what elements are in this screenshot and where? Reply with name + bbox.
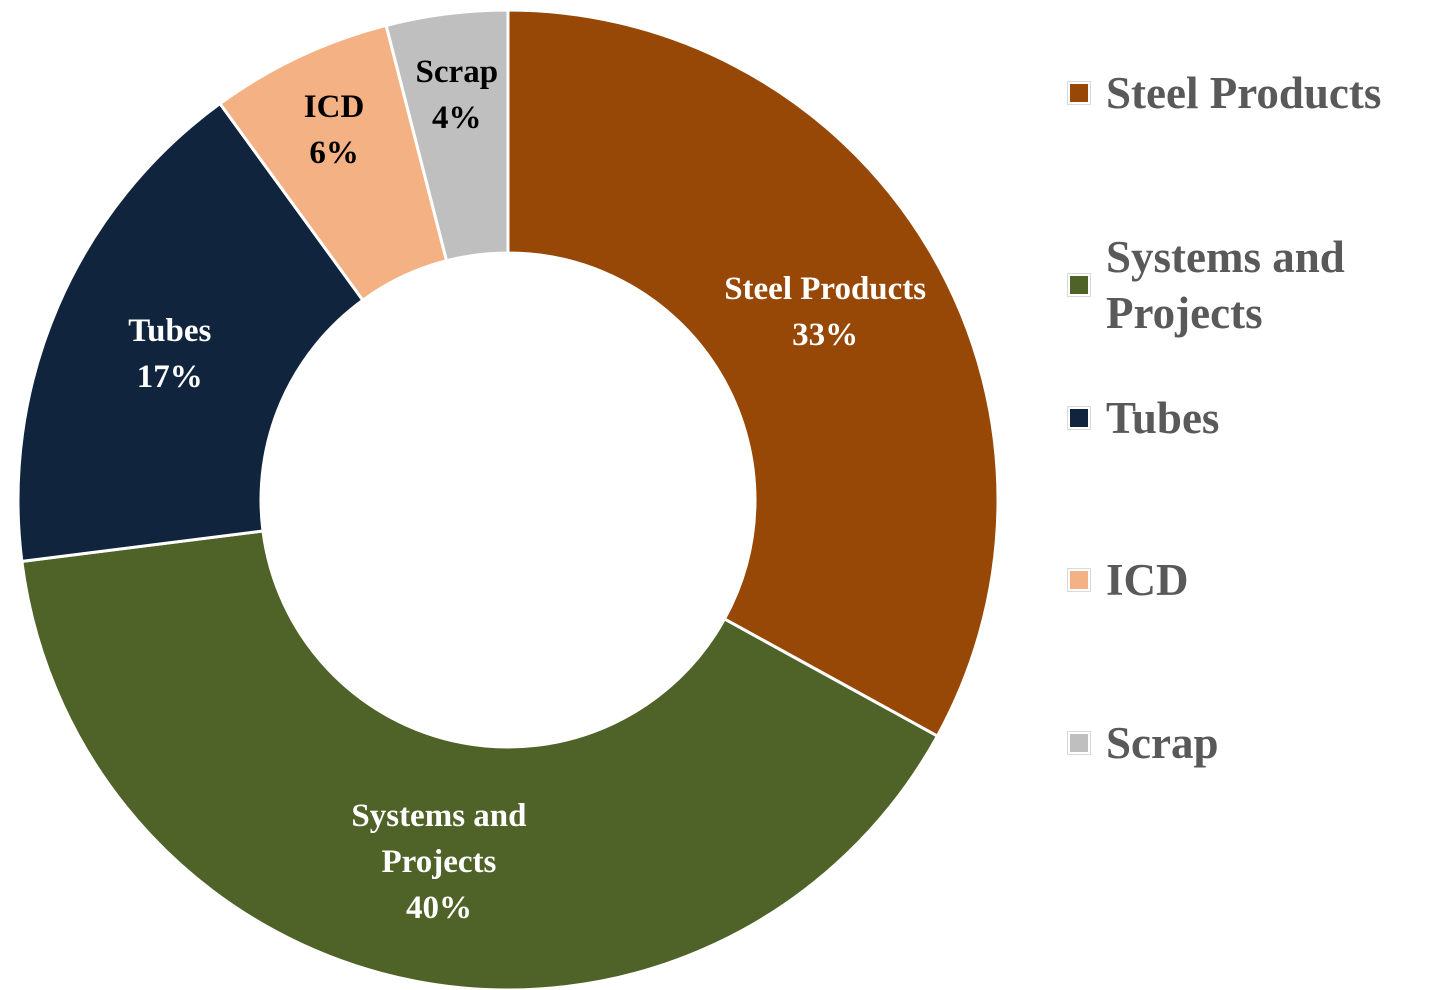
slice-value: 17% [136,358,203,395]
slice-category: Steel Products [724,271,927,308]
slice-category: Tubes [128,312,212,349]
donut-slice [384,8,510,263]
legend-item: ICD [1067,552,1408,608]
slice-label: Tubes 17% [30,308,310,400]
legend-text: Steel Products [1106,68,1382,118]
legend-swatch [1067,406,1091,430]
legend-text: Systems and Projects [1106,232,1345,338]
legend-item: Tubes [1067,390,1408,446]
slice-category: Scrap [415,53,499,90]
slice-label: Scrap 4% [382,49,532,141]
legend-item: Systems and Projects [1067,229,1408,341]
slice-value: 40% [405,889,472,926]
slice-label: ICD 6% [259,84,409,176]
slice-label: Steel Products 33% [685,266,965,358]
slice-value: 6% [309,135,359,172]
donut-slice [20,529,940,990]
slice-category: ICD [303,89,365,126]
slice-category: Systems and Projects [351,797,527,880]
legend-item: Steel Products [1067,65,1408,121]
legend-swatch [1067,273,1091,297]
legend-text: Tubes [1106,393,1220,443]
donut-slice [16,101,365,564]
slice-value: 33% [792,317,859,354]
legend-text: ICD [1106,555,1189,605]
legend-item: Scrap [1067,715,1408,771]
legend-swatch [1067,81,1091,105]
legend-swatch [1067,568,1091,592]
donut-slice [506,8,1000,739]
slice-value: 4% [432,99,482,136]
slice-label: Systems and Projects 40% [299,793,579,931]
legend-text: Scrap [1106,718,1219,768]
legend-swatch [1067,731,1091,755]
